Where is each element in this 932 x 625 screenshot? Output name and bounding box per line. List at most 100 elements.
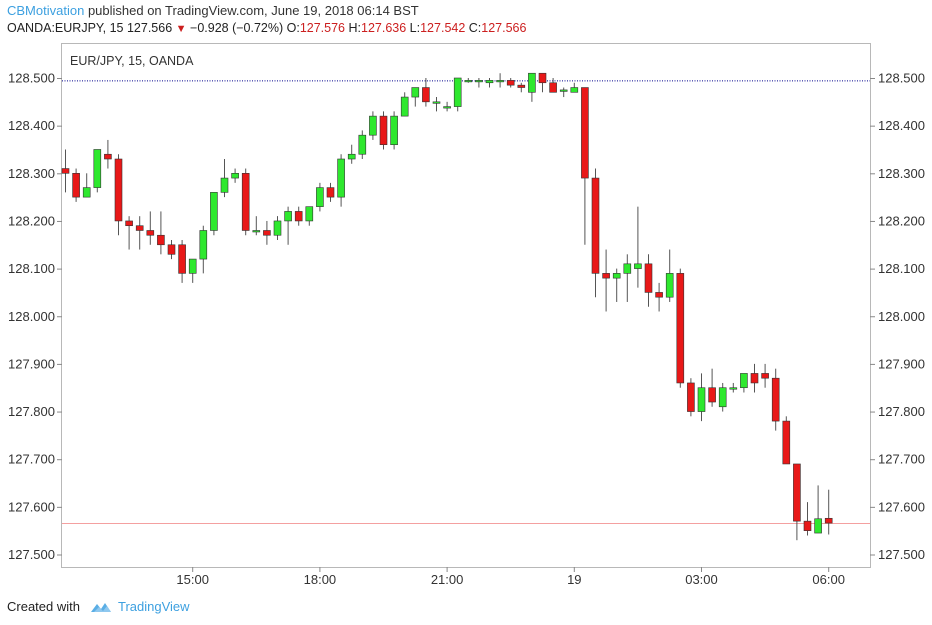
candle-body	[634, 263, 642, 269]
candle-body	[82, 187, 91, 198]
candle-body	[549, 82, 557, 93]
y-tick-label-right: 128.000	[878, 309, 925, 324]
open-label: O:	[286, 21, 300, 35]
candle-up	[432, 97, 441, 112]
candle-body	[263, 230, 271, 236]
candle-body	[697, 387, 706, 412]
y-tick-label-right: 127.600	[878, 499, 925, 514]
candle-up	[347, 144, 356, 164]
candle-down	[61, 149, 70, 193]
candle-body	[538, 72, 547, 84]
candle-body	[740, 373, 748, 389]
candle-down	[750, 363, 759, 393]
chart-title: EUR/JPY, 15, OANDA	[70, 54, 194, 68]
candle-up	[634, 206, 642, 288]
y-tick-label-right: 128.200	[878, 213, 925, 228]
candle-down	[676, 268, 685, 388]
candle-up	[528, 72, 536, 102]
tradingview-logo-icon	[90, 602, 111, 612]
open-value: 127.576	[299, 21, 346, 35]
candle-down	[294, 206, 303, 226]
candle-down	[263, 220, 271, 245]
candle-down	[104, 139, 112, 169]
candle-up	[485, 78, 494, 88]
candle-body	[294, 211, 303, 222]
candle-body	[665, 273, 674, 298]
x-tick-label: 06:00	[812, 572, 845, 587]
y-tick-label-left: 128.400	[8, 118, 55, 133]
x-tick-label: 21:00	[431, 572, 464, 587]
y-tick-label-right: 127.900	[878, 356, 925, 371]
candle-up	[220, 159, 229, 198]
candle-body	[231, 173, 239, 179]
candle-body	[687, 382, 695, 412]
candle-body	[135, 225, 144, 231]
candle-up	[729, 382, 738, 393]
footer: Created with TradingView	[7, 599, 190, 614]
candle-up	[337, 154, 345, 207]
candle-body	[602, 273, 610, 279]
high-label: H:	[348, 21, 362, 35]
candle-body	[284, 211, 292, 222]
candle-body	[146, 230, 155, 236]
x-tick-label: 03:00	[685, 572, 718, 587]
candle-body	[369, 115, 377, 136]
candle-body	[411, 87, 420, 98]
candle-body	[347, 153, 356, 160]
candle-down	[72, 168, 80, 202]
candle-up	[443, 101, 451, 112]
candle-down	[655, 282, 663, 312]
candle-up	[316, 182, 324, 212]
published-text: published on TradingView.com, June 19, 2…	[87, 3, 419, 18]
candle-body	[729, 387, 738, 390]
y-tick-label-left: 128.000	[8, 309, 55, 324]
candle-body	[750, 373, 759, 384]
tradingview-link[interactable]: TradingView	[117, 599, 190, 614]
candle-down	[178, 240, 186, 283]
candle-body	[273, 220, 282, 236]
candle-down	[771, 368, 780, 431]
candle-body	[400, 96, 409, 117]
candle-body	[252, 230, 261, 233]
y-tick-label-left: 128.300	[8, 166, 55, 181]
candle-up	[252, 216, 261, 236]
candle-up	[390, 111, 398, 150]
candle-down	[803, 502, 812, 536]
candle-body	[316, 187, 324, 207]
candle-body	[591, 177, 600, 274]
candle-up	[612, 268, 621, 302]
candle-body	[358, 134, 367, 155]
candle-down	[591, 168, 600, 298]
candle-up	[697, 373, 706, 422]
y-tick-label-right: 127.500	[878, 547, 925, 562]
candle-up	[453, 77, 462, 112]
y-tick-label-right: 128.300	[878, 166, 925, 181]
candle-up	[369, 111, 377, 140]
candle-body	[528, 72, 536, 93]
candle-body	[379, 115, 388, 146]
candle-body	[612, 273, 621, 279]
candle-body	[581, 87, 589, 179]
candle-body	[644, 263, 653, 293]
candle-body	[443, 106, 451, 109]
author-link[interactable]: CBMotivation	[7, 3, 85, 18]
candle-body	[718, 387, 727, 408]
candle-up	[93, 149, 102, 193]
candle-body	[178, 244, 186, 274]
candle-up	[273, 216, 282, 241]
candle-up	[411, 87, 420, 107]
candle-body	[210, 192, 218, 231]
candle-up	[718, 382, 727, 412]
y-tick-label-right: 127.800	[878, 404, 925, 419]
y-tick-label-right: 128.100	[878, 261, 925, 276]
low-label: L:	[409, 21, 421, 35]
candle-body	[188, 258, 197, 274]
candle-body	[485, 80, 494, 84]
candle-body	[824, 517, 833, 524]
candle-body	[655, 292, 663, 298]
y-tick-label-left: 128.100	[8, 261, 55, 276]
candle-body	[814, 518, 822, 534]
candle-body	[61, 168, 70, 174]
candle-down	[824, 489, 833, 535]
